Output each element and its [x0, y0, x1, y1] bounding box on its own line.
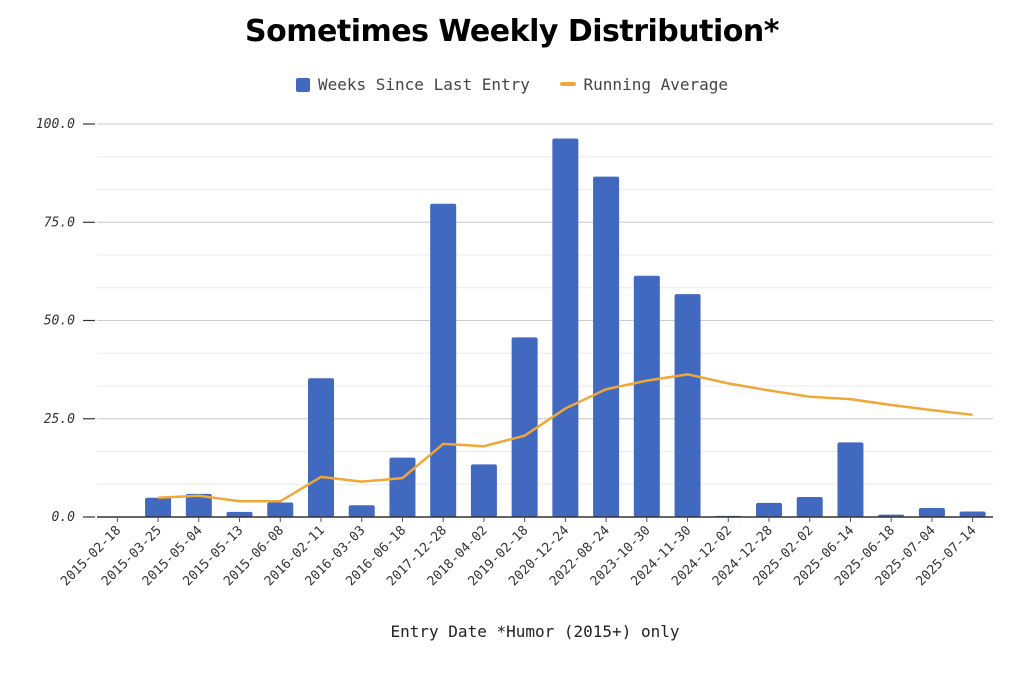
bar-2016-03-03[interactable]	[348, 505, 375, 517]
bar-2015-06-08[interactable]	[267, 502, 294, 517]
legend-line-label: Running Average	[583, 75, 729, 94]
bar-2020-12-24[interactable]	[552, 138, 579, 517]
legend-bar-label: Weeks Since Last Entry	[317, 75, 530, 94]
bar-2016-06-18[interactable]	[389, 457, 416, 517]
bar-2025-07-14[interactable]	[959, 511, 986, 517]
bar-2015-05-13[interactable]	[226, 511, 253, 517]
y-tick-label: 50.0	[44, 314, 75, 329]
y-tick-label: 0.0	[52, 510, 76, 525]
bar-2024-12-28[interactable]	[756, 502, 782, 517]
bar-2016-02-11[interactable]	[308, 378, 334, 517]
bar-2015-05-04[interactable]	[185, 493, 212, 517]
bar-2015-03-25[interactable]	[145, 497, 172, 517]
chart-title: Sometimes Weekly Distribution*	[245, 14, 779, 49]
bar-2023-10-30[interactable]	[633, 275, 660, 517]
bar-2019-02-18[interactable]	[511, 337, 538, 517]
bar-2025-07-04[interactable]	[918, 507, 945, 517]
x-axis-label: Entry Date *Humor (2015+) only	[390, 622, 680, 641]
legend-bar-swatch	[295, 78, 310, 92]
legend-item-line[interactable]: Running Average	[559, 75, 729, 94]
legend: Weeks Since Last Entry Running Average	[0, 74, 1024, 94]
bar-2017-12-28[interactable]	[430, 203, 457, 518]
legend-line-swatch	[559, 82, 576, 86]
y-tick-label: 100.0	[36, 117, 75, 132]
y-tick-label: 25.0	[44, 412, 75, 427]
bar-2024-11-30[interactable]	[674, 294, 701, 517]
bar-2025-02-02[interactable]	[796, 496, 823, 517]
y-tick-label: 75.0	[44, 215, 75, 230]
bar-2022-08-24[interactable]	[593, 176, 620, 518]
bar-2018-04-02[interactable]	[470, 464, 497, 517]
legend-item-bars[interactable]: Weeks Since Last Entry	[295, 75, 530, 94]
running-average-line[interactable]	[158, 373, 973, 503]
bar-2025-06-14[interactable]	[837, 442, 864, 517]
